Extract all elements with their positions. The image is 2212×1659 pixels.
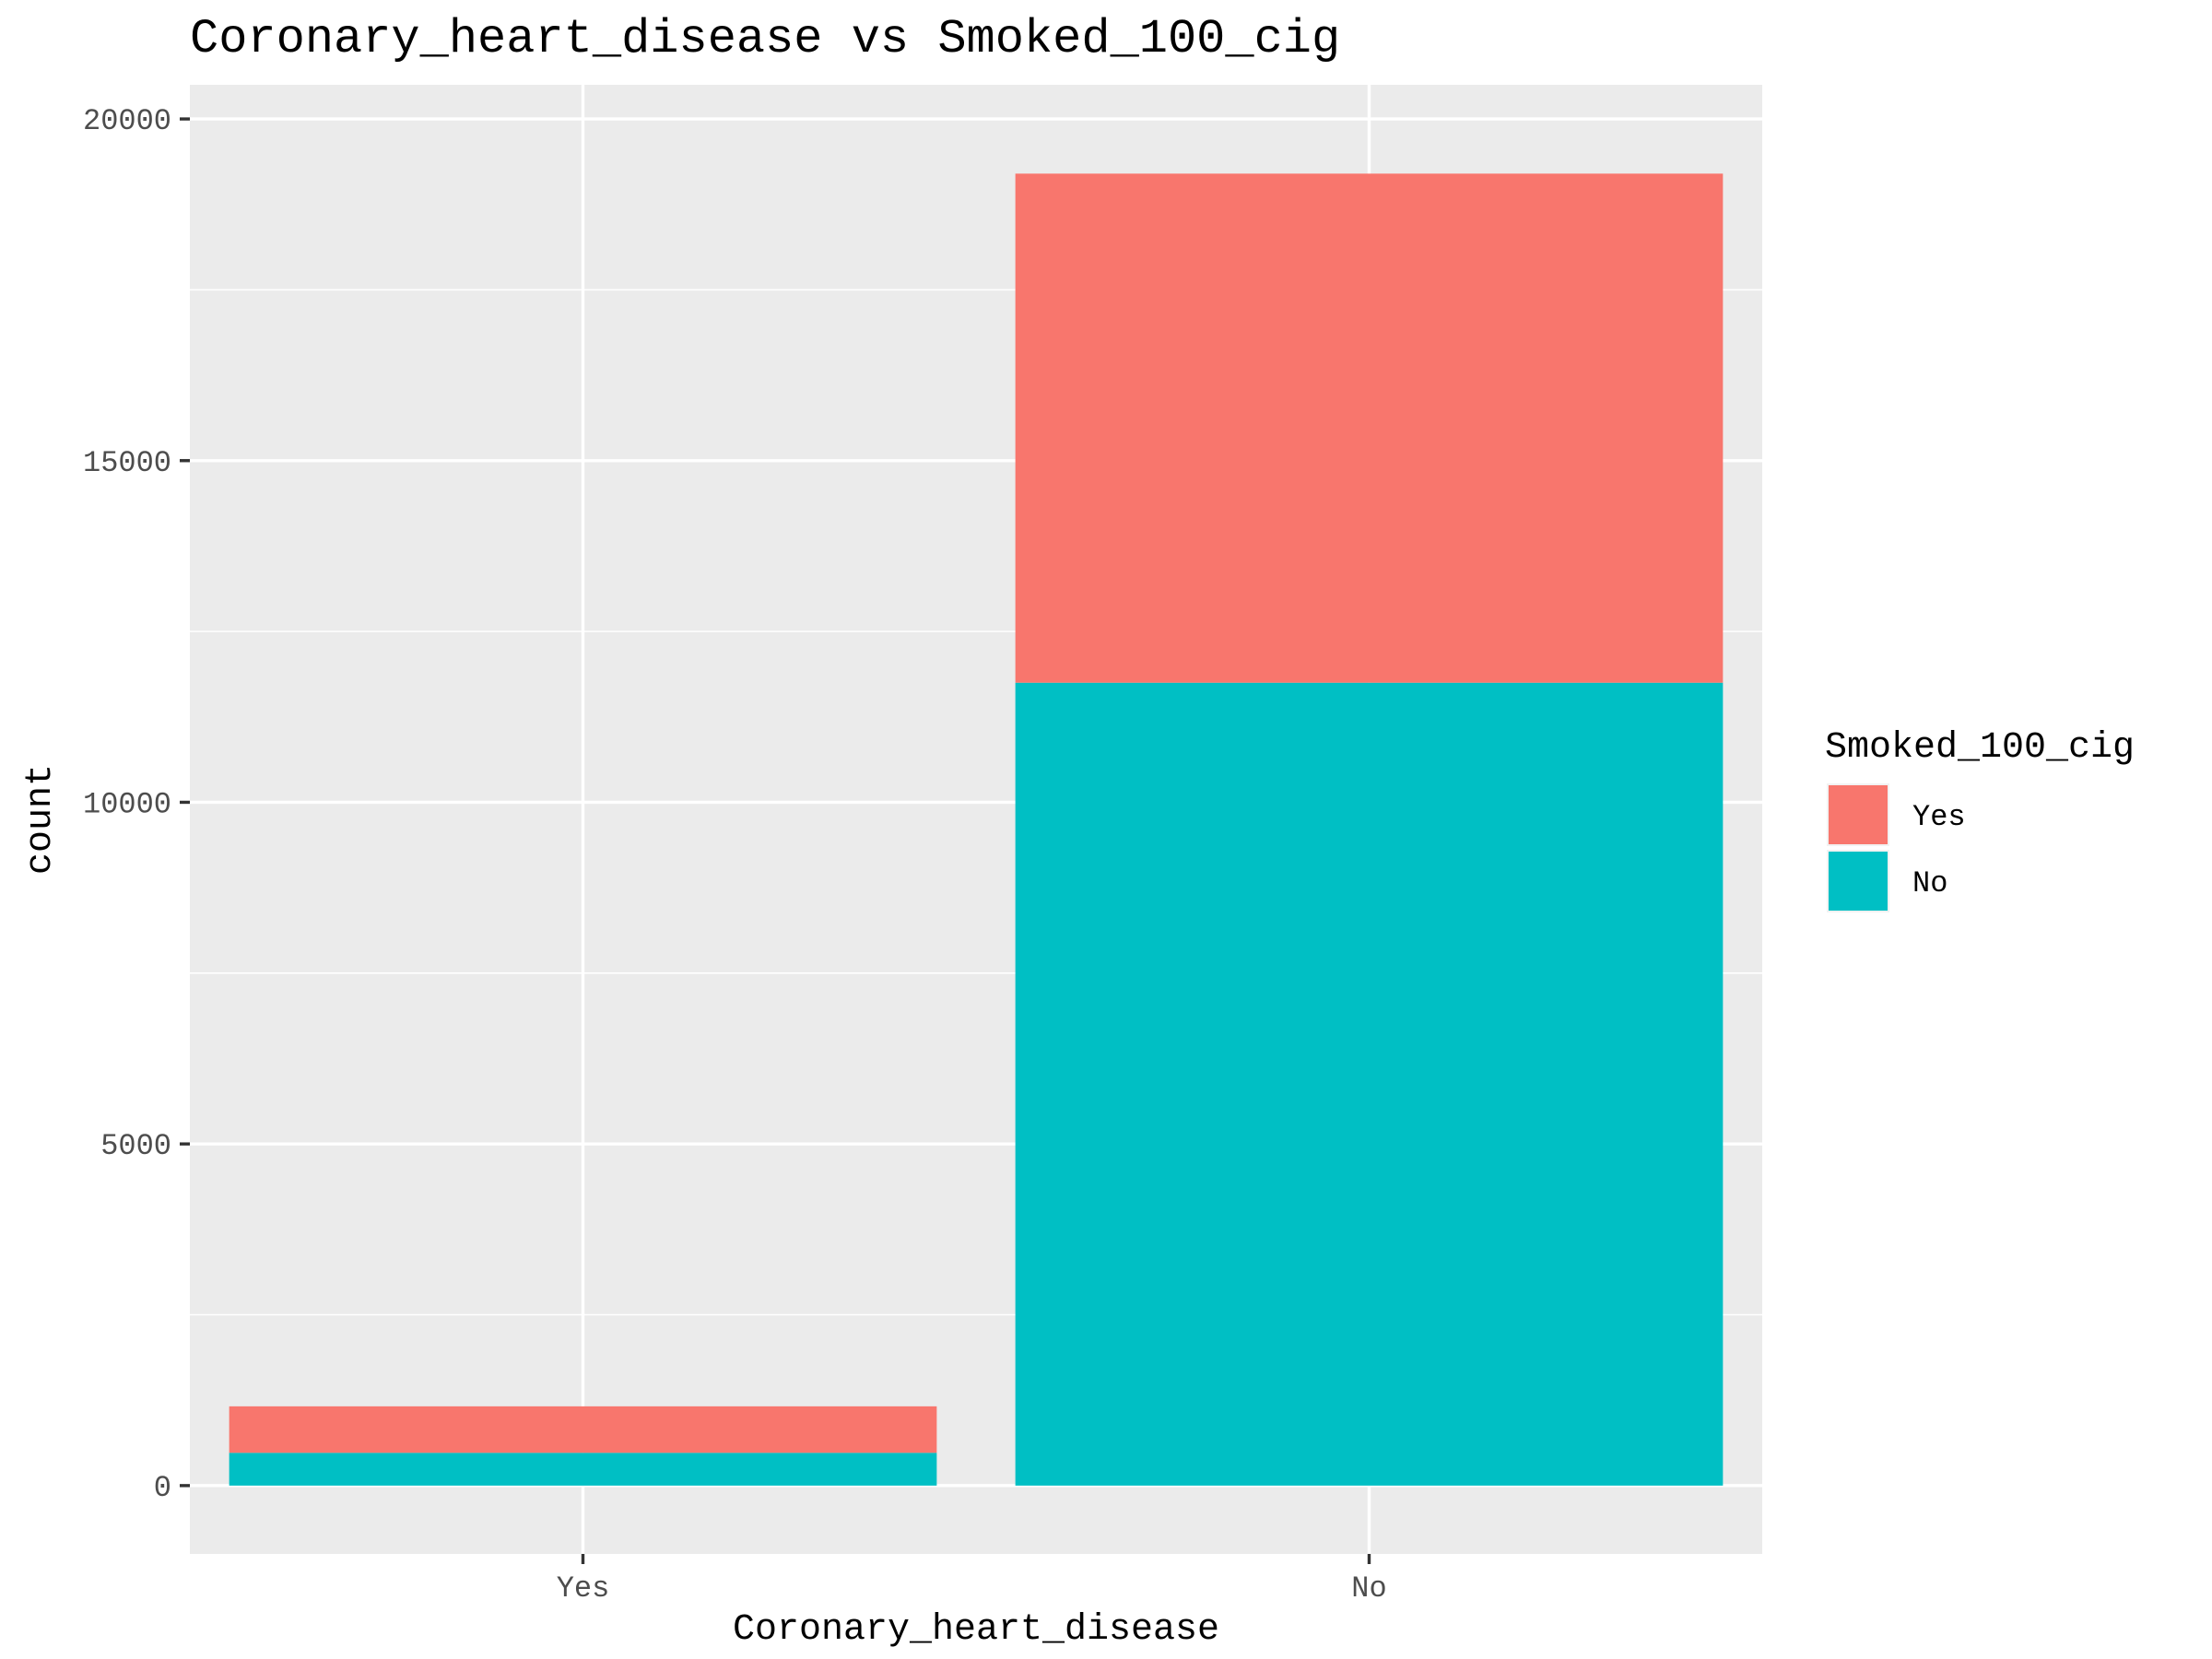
x-tick-label: Yes [557,1571,610,1606]
bar-yes-smoked-no [229,1453,937,1486]
y-tick-label: 15000 [83,446,171,480]
legend-label-yes: Yes [1912,800,1966,834]
x-axis: Yes No [557,1554,1387,1606]
y-tick-label: 0 [154,1471,171,1505]
bar-yes-smoked-yes [229,1406,937,1453]
y-tick-label: 10000 [83,787,171,821]
bar-no-smoked-yes [1015,173,1724,683]
x-axis-label: Coronary_heart_disease [733,1609,1219,1651]
x-tick-label: No [1351,1571,1386,1606]
bars-group [229,173,1724,1486]
bar-no-smoked-no [1015,682,1724,1486]
legend-label-no: No [1912,866,1947,900]
y-axis: 0 5000 10000 15000 20000 [83,104,190,1505]
y-tick-label: 5000 [100,1129,171,1163]
y-axis-label: count [20,764,62,875]
legend-title: Smoked_100_cig [1825,727,2135,769]
legend-swatch-yes [1829,785,1888,844]
chart-title: Coronary_heart_disease vs Smoked_100_cig [190,12,1340,66]
legend-swatch-no [1829,852,1888,911]
y-tick-label: 20000 [83,104,171,138]
legend: Smoked_100_cig Yes No [1825,727,2135,912]
